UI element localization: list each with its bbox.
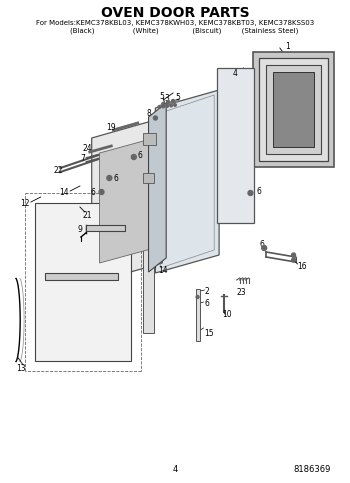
Text: 23: 23 bbox=[237, 287, 246, 297]
Text: 6: 6 bbox=[256, 186, 261, 196]
Polygon shape bbox=[273, 72, 314, 147]
Text: 22: 22 bbox=[54, 166, 63, 174]
Circle shape bbox=[153, 116, 158, 120]
Polygon shape bbox=[253, 52, 334, 167]
Text: 6: 6 bbox=[260, 240, 265, 248]
Circle shape bbox=[99, 189, 104, 195]
Text: 14: 14 bbox=[60, 187, 69, 197]
Text: 16: 16 bbox=[298, 261, 307, 270]
Text: 4: 4 bbox=[232, 69, 237, 77]
Text: 13: 13 bbox=[16, 364, 26, 372]
Text: 8: 8 bbox=[140, 219, 145, 228]
Text: 10: 10 bbox=[222, 310, 232, 318]
Text: 21: 21 bbox=[82, 211, 92, 219]
Text: 6: 6 bbox=[138, 151, 143, 159]
Text: 9: 9 bbox=[77, 225, 82, 233]
Polygon shape bbox=[266, 65, 321, 154]
Circle shape bbox=[292, 258, 295, 262]
Text: 6: 6 bbox=[113, 173, 118, 183]
Polygon shape bbox=[217, 68, 254, 223]
Circle shape bbox=[174, 104, 176, 106]
Text: 6: 6 bbox=[91, 187, 96, 197]
Text: 4: 4 bbox=[172, 465, 177, 473]
Text: 24: 24 bbox=[83, 143, 93, 153]
Text: 3: 3 bbox=[165, 94, 170, 102]
Text: 14: 14 bbox=[159, 266, 168, 274]
Circle shape bbox=[172, 99, 175, 102]
Bar bbox=[86, 225, 125, 231]
Text: 6: 6 bbox=[204, 298, 209, 308]
Circle shape bbox=[292, 253, 295, 257]
Text: 8: 8 bbox=[146, 109, 151, 117]
Text: OVEN DOOR PARTS: OVEN DOOR PARTS bbox=[101, 6, 249, 20]
Bar bbox=[143, 133, 156, 145]
Polygon shape bbox=[92, 118, 162, 283]
Text: 8186369: 8186369 bbox=[294, 465, 331, 473]
Bar bbox=[35, 203, 131, 361]
Text: 15: 15 bbox=[204, 328, 214, 338]
Circle shape bbox=[170, 104, 172, 107]
Circle shape bbox=[248, 190, 253, 196]
Bar bbox=[143, 173, 154, 183]
Text: (Black)                 (White)               (Biscuit)         (Stainless Steel: (Black) (White) (Biscuit) (Stainless Ste… bbox=[52, 28, 298, 34]
Text: 5: 5 bbox=[160, 91, 165, 100]
Circle shape bbox=[262, 245, 267, 251]
Text: 19: 19 bbox=[106, 123, 116, 131]
Circle shape bbox=[196, 296, 199, 298]
Text: 5: 5 bbox=[175, 93, 180, 101]
Bar bbox=[143, 223, 154, 333]
Circle shape bbox=[158, 106, 161, 108]
Polygon shape bbox=[99, 138, 154, 263]
Text: 12: 12 bbox=[20, 199, 30, 208]
Circle shape bbox=[167, 100, 170, 103]
Polygon shape bbox=[155, 90, 219, 273]
Circle shape bbox=[166, 105, 168, 107]
Text: 7: 7 bbox=[80, 154, 85, 162]
Circle shape bbox=[162, 105, 164, 108]
Circle shape bbox=[131, 155, 136, 159]
Text: For Models:KEMC378KBL03, KEMC378KWH03, KEMC378KBT03, KEMC378KSS03: For Models:KEMC378KBL03, KEMC378KWH03, K… bbox=[36, 20, 314, 26]
Bar bbox=[45, 273, 118, 280]
Circle shape bbox=[107, 175, 112, 181]
Text: 1: 1 bbox=[285, 42, 290, 51]
Circle shape bbox=[162, 102, 165, 105]
Bar bbox=[196, 289, 201, 341]
Text: 2: 2 bbox=[204, 286, 209, 296]
Polygon shape bbox=[148, 103, 166, 272]
Polygon shape bbox=[259, 58, 328, 161]
